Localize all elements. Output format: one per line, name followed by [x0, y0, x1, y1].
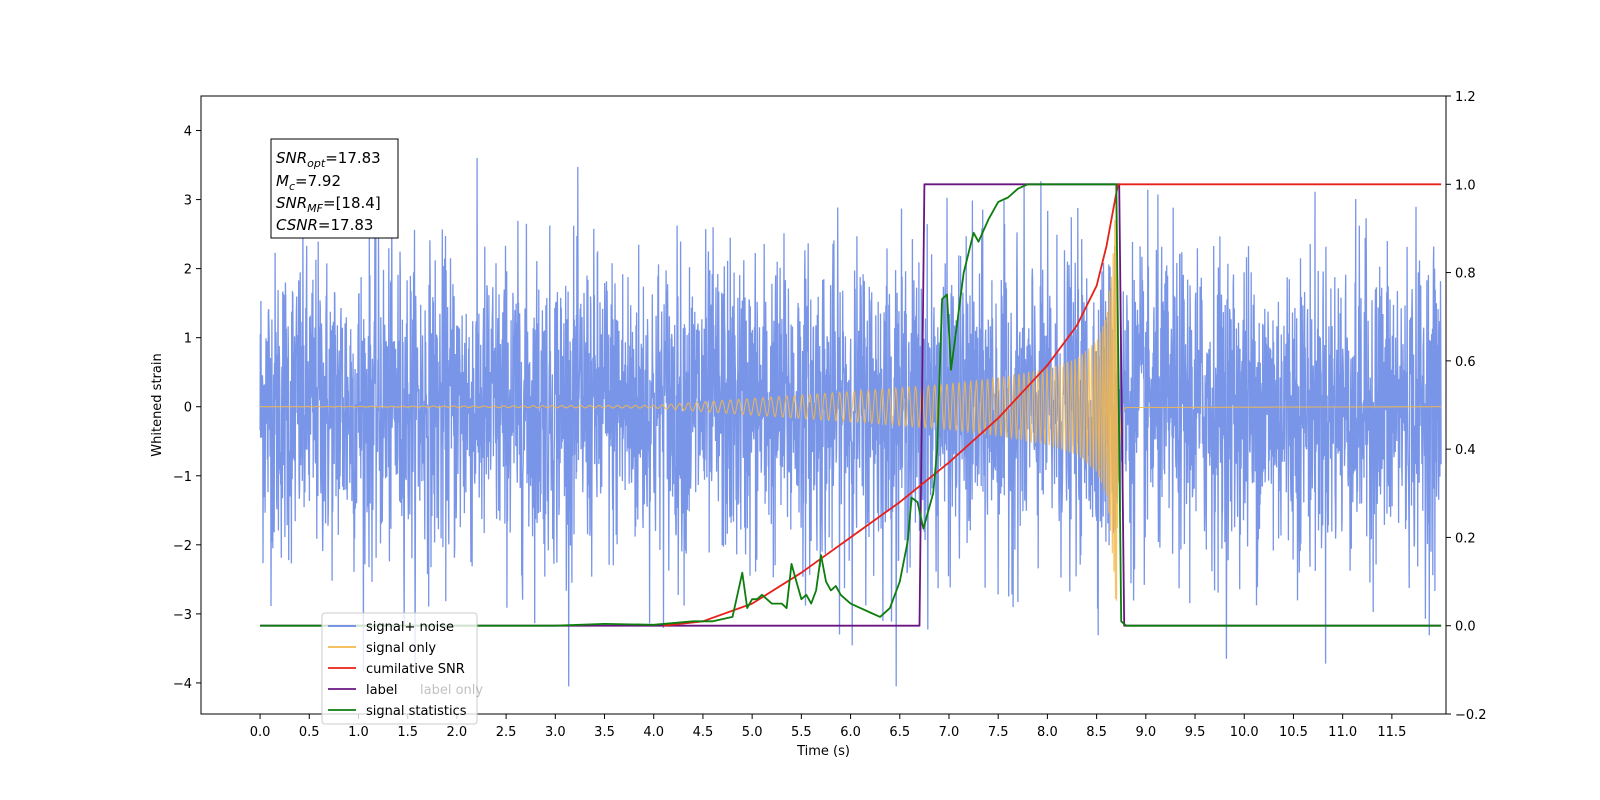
annotation-frame: [270, 138, 399, 239]
y2-tick-label: 0.6: [1455, 355, 1476, 370]
legend-label-signal-noise: signal+ noise: [366, 620, 454, 635]
x-tick-label: 8.0: [1037, 725, 1058, 740]
y-tick-label: 4: [184, 125, 192, 140]
y-tick-label: 0: [184, 401, 192, 416]
x-tick-label: 7.0: [939, 725, 960, 740]
x-tick-label: 4.5: [693, 725, 714, 740]
legend-frame: [321, 612, 478, 725]
y-axis-label: Whitened strain: [150, 353, 165, 456]
annotation-mc: Mc=7.92: [276, 172, 341, 193]
y2-tick-label: 1.2: [1455, 90, 1476, 105]
x-tick-label: 10.5: [1279, 725, 1308, 740]
x-tick-label: 5.0: [742, 725, 763, 740]
x-tick-label: 6.5: [889, 725, 910, 740]
y2-tick-label: 0.8: [1455, 267, 1476, 282]
legend-label-signal-statistics: signal statistics: [366, 704, 467, 719]
y-tick-label: 3: [184, 194, 192, 209]
legend-label-label: label: [366, 683, 397, 698]
x-tick-label: 5.5: [791, 725, 812, 740]
x-tick-label: 9.5: [1185, 725, 1206, 740]
y2-tick-label: 1.0: [1455, 178, 1476, 193]
y2-tick-label: 0.0: [1455, 620, 1476, 635]
series-signal-only: [260, 196, 1442, 601]
x-tick-label: 1.0: [348, 725, 369, 740]
x-tick-label: 2.5: [496, 725, 517, 740]
y-tick-label: −2: [173, 539, 192, 554]
x-tick-label: 3.0: [545, 725, 566, 740]
series-signal-noise: [259, 157, 1442, 687]
x-tick-label: 3.5: [594, 725, 615, 740]
x-tick-label: 0.0: [250, 725, 271, 740]
legend-entry-signal-only: signal only: [328, 641, 436, 656]
legend-label-signal-only: signal only: [366, 641, 436, 656]
x-tick-label: 2.0: [447, 725, 468, 740]
x-tick-label: 10.0: [1230, 725, 1259, 740]
series-cumulative-snr: [663, 183, 1442, 627]
legend-label-cumulative-snr: cumilative SNR: [366, 662, 465, 677]
y-tick-label: −1: [173, 470, 192, 485]
y2-tick-label: 0.2: [1455, 531, 1476, 546]
y2-tick-label: −0.2: [1455, 708, 1487, 723]
y-tick-label: −4: [173, 677, 192, 692]
x-tick-label: 4.0: [643, 725, 664, 740]
legend-entry-signal-statistics: signal statistics: [328, 704, 467, 719]
y-axis-ticks: −4 −3 −2 −1 0 1 2 3 4: [173, 125, 201, 692]
x-tick-label: 9.0: [1135, 725, 1156, 740]
y2-axis-ticks: −0.2 0.0 0.2 0.4 0.6 0.8 1.0 1.2: [1446, 90, 1487, 723]
x-tick-label: 11.0: [1328, 725, 1357, 740]
annotation-snr-mf: SNRMF=[18.4]: [276, 194, 381, 215]
series-group: [259, 157, 1442, 687]
x-tick-label: 6.0: [840, 725, 861, 740]
legend-entry-label: label label only: [328, 683, 483, 698]
y-tick-label: −3: [173, 608, 192, 623]
x-tick-label: 1.5: [397, 725, 418, 740]
legend: signal+ noise signal only cumilative SNR…: [321, 612, 483, 725]
annotation-csnr: CSNR=17.83: [276, 216, 373, 234]
series-signal-statistics: [260, 183, 1442, 627]
annotation-snr-opt: SNRopt=17.83: [276, 149, 381, 170]
y-tick-label: 1: [184, 332, 192, 347]
legend-entry-signal-noise: signal+ noise: [328, 620, 454, 635]
y2-tick-label: 0.4: [1455, 443, 1476, 458]
x-axis-label: Time (s): [796, 744, 850, 759]
axes-frame: [200, 95, 1447, 715]
plot-area: [259, 157, 1442, 687]
x-tick-label: 0.5: [299, 725, 320, 740]
legend-label-label-only: label only: [420, 683, 483, 698]
y-tick-label: 2: [184, 263, 192, 278]
x-axis-ticks: 0.0 0.5 1.0 1.5 2.0 2.5 3.0 3.5 4.0 4.5 5.0 5.5 6.0 6…: [250, 714, 1406, 740]
metrics-annotation-box: SNRopt=17.83 Mc=7.92 SNRMF=[18.4] CSNR=1…: [270, 138, 399, 239]
legend-entry-cumulative-snr: cumilative SNR: [328, 662, 465, 677]
x-tick-label: 8.5: [1086, 725, 1107, 740]
x-tick-label: 11.5: [1377, 725, 1406, 740]
x-tick-label: 7.5: [988, 725, 1009, 740]
